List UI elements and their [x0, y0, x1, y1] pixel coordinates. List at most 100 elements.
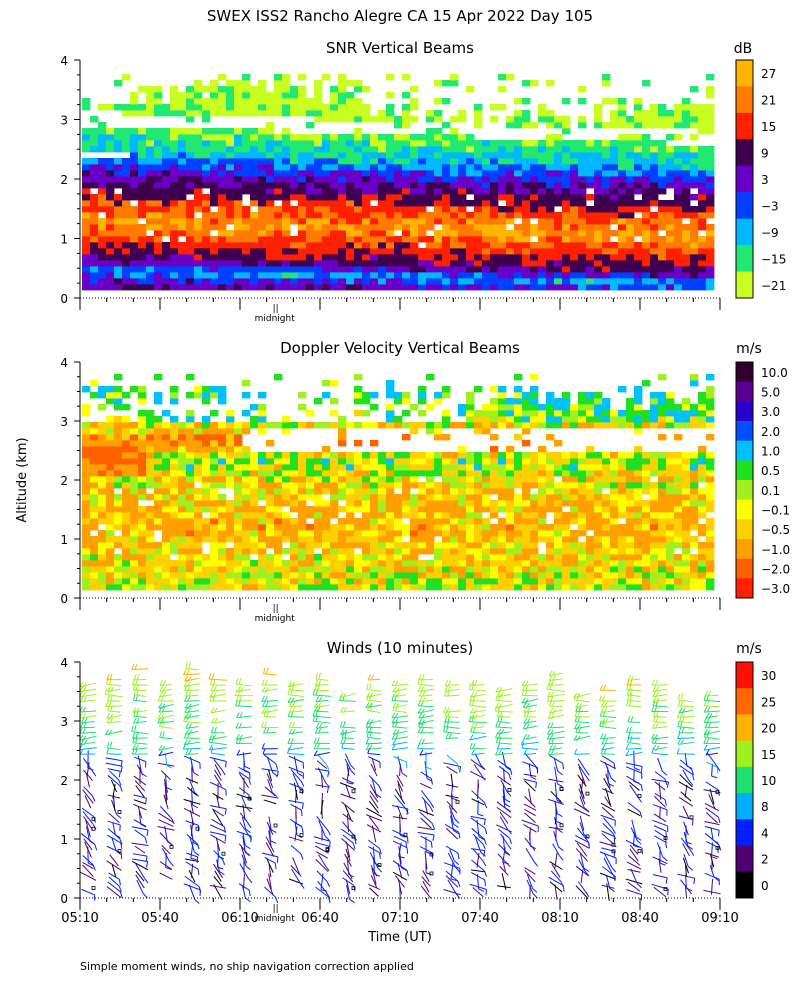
doppler-cell [346, 530, 355, 537]
snr-cell [458, 242, 467, 249]
wind-barb [107, 794, 121, 799]
doppler-cell [170, 470, 179, 477]
doppler-cell [402, 524, 411, 531]
snr-cell [466, 146, 475, 153]
snr-cell [362, 248, 371, 255]
snr-cell [658, 248, 667, 255]
doppler-cell [626, 494, 635, 501]
snr-cell [482, 200, 491, 207]
snr-cell [258, 260, 267, 267]
doppler-cell [706, 452, 715, 459]
snr-cell [178, 104, 187, 111]
doppler-cell [306, 542, 315, 549]
doppler-cell [418, 488, 427, 495]
doppler-cell [322, 548, 331, 555]
snr-cell [530, 122, 539, 129]
snr-cell [306, 206, 315, 213]
snr-cell [290, 92, 299, 99]
snr-cell [682, 182, 691, 189]
doppler-cell [530, 374, 539, 381]
doppler-cell [210, 476, 219, 483]
doppler-cell [274, 584, 283, 591]
doppler-cell [394, 458, 403, 465]
doppler-cell [418, 482, 427, 489]
doppler-cell [346, 518, 355, 525]
doppler-cell [706, 578, 715, 585]
doppler-cell [466, 470, 475, 477]
doppler-cell [642, 422, 651, 429]
snr-cell [106, 182, 115, 189]
doppler-cell [186, 560, 195, 567]
snr-cell [114, 206, 123, 213]
doppler-cell [162, 530, 171, 537]
snr-cell [346, 98, 355, 105]
snr-cell [594, 176, 603, 183]
snr-cell [242, 224, 251, 231]
doppler-cell [210, 386, 219, 393]
snr-cell [154, 236, 163, 243]
doppler-cell [418, 410, 427, 417]
doppler-cell [306, 566, 315, 573]
snr-cell [306, 200, 315, 207]
snr-cell [330, 182, 339, 189]
doppler-cell [498, 398, 507, 405]
doppler-cell [434, 530, 443, 537]
snr-cell [362, 164, 371, 171]
doppler-cell [698, 572, 707, 579]
snr-cell [666, 146, 675, 153]
snr-cell [82, 254, 91, 261]
doppler-cell [554, 584, 563, 591]
doppler-cell [114, 398, 123, 405]
doppler-cell [378, 548, 387, 555]
doppler-cell [658, 536, 667, 543]
doppler-cell [586, 392, 595, 399]
snr-cell [602, 98, 611, 105]
snr-cell [330, 272, 339, 279]
doppler-cell [194, 554, 203, 561]
snr-cell [466, 164, 475, 171]
snr-cell [98, 260, 107, 267]
doppler-cell [178, 536, 187, 543]
snr-cell [538, 212, 547, 219]
doppler-cell [698, 398, 707, 405]
snr-cell [242, 188, 251, 195]
snr-cell [82, 260, 91, 267]
snr-cell [90, 212, 99, 219]
wind-barb [209, 678, 226, 686]
snr-cell [82, 128, 91, 135]
snr-cell [698, 116, 707, 123]
doppler-cell [258, 578, 267, 585]
doppler-cell [650, 452, 659, 459]
snr-cell [290, 104, 299, 111]
doppler-cell [202, 446, 211, 453]
snr-cell [506, 260, 515, 267]
doppler-cell [242, 494, 251, 501]
snr-cell [378, 164, 387, 171]
wind-barb [79, 706, 97, 713]
snr-cell [306, 146, 315, 153]
snr-cell [154, 128, 163, 135]
doppler-cell [482, 578, 491, 585]
doppler-cell [586, 578, 595, 585]
doppler-cell [298, 476, 307, 483]
snr-cell [242, 164, 251, 171]
snr-cell [546, 158, 555, 165]
doppler-cell [274, 470, 283, 477]
snr-cell [242, 128, 251, 135]
snr-cell [370, 212, 379, 219]
doppler-cell [442, 392, 451, 399]
doppler-cell [282, 458, 291, 465]
snr-cell [482, 224, 491, 231]
doppler-cell [482, 422, 491, 429]
snr-cell [218, 158, 227, 165]
snr-cell [522, 116, 531, 123]
snr-cell [378, 230, 387, 237]
wind-barb [261, 794, 279, 799]
snr-cell [242, 254, 251, 261]
snr-cell [314, 218, 323, 225]
doppler-cell [386, 548, 395, 555]
snr-cell [338, 200, 347, 207]
snr-cell [218, 200, 227, 207]
doppler-cell [522, 470, 531, 477]
snr-cell [586, 218, 595, 225]
